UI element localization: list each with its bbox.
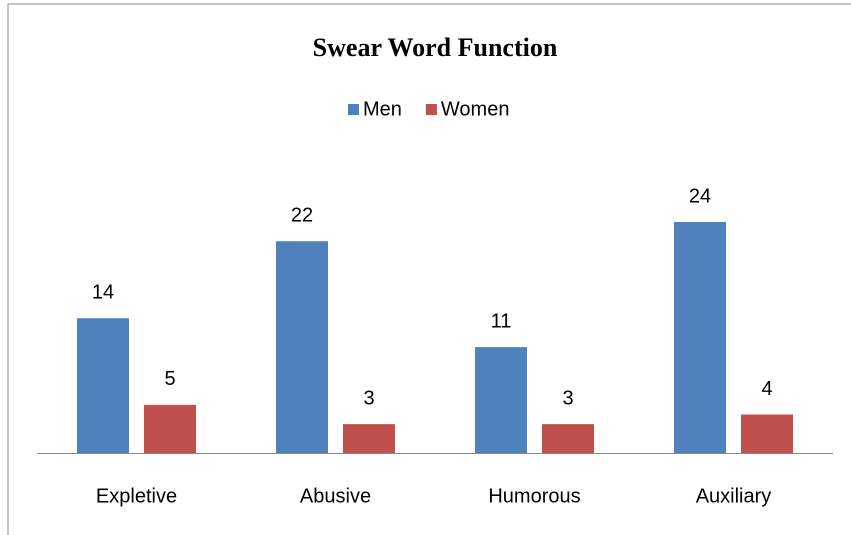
- x-tick-label: Humorous: [488, 485, 580, 507]
- bar: [343, 424, 395, 453]
- bar: [276, 241, 328, 453]
- legend-label: Men: [363, 98, 402, 120]
- data-label: 24: [689, 185, 711, 207]
- data-label: 5: [164, 368, 175, 390]
- chart-title: Swear Word Function: [313, 33, 558, 62]
- bar: [77, 318, 129, 453]
- x-tick-label: Abusive: [300, 485, 371, 507]
- data-label: 3: [363, 387, 374, 409]
- x-tick-label: Auxiliary: [696, 485, 772, 507]
- bar: [674, 222, 726, 453]
- bar: [741, 414, 793, 453]
- legend-swatch: [425, 104, 437, 115]
- data-label: 3: [562, 387, 573, 409]
- data-label: 4: [761, 378, 772, 400]
- bar: [144, 404, 196, 453]
- bar: [542, 424, 594, 453]
- bar: [475, 347, 527, 453]
- legend-swatch: [348, 104, 359, 115]
- data-label: 22: [291, 205, 313, 227]
- x-tick-label: Expletive: [96, 485, 177, 507]
- data-label: 11: [491, 310, 512, 332]
- data-label: 14: [92, 282, 114, 304]
- legend-label: Women: [441, 98, 510, 120]
